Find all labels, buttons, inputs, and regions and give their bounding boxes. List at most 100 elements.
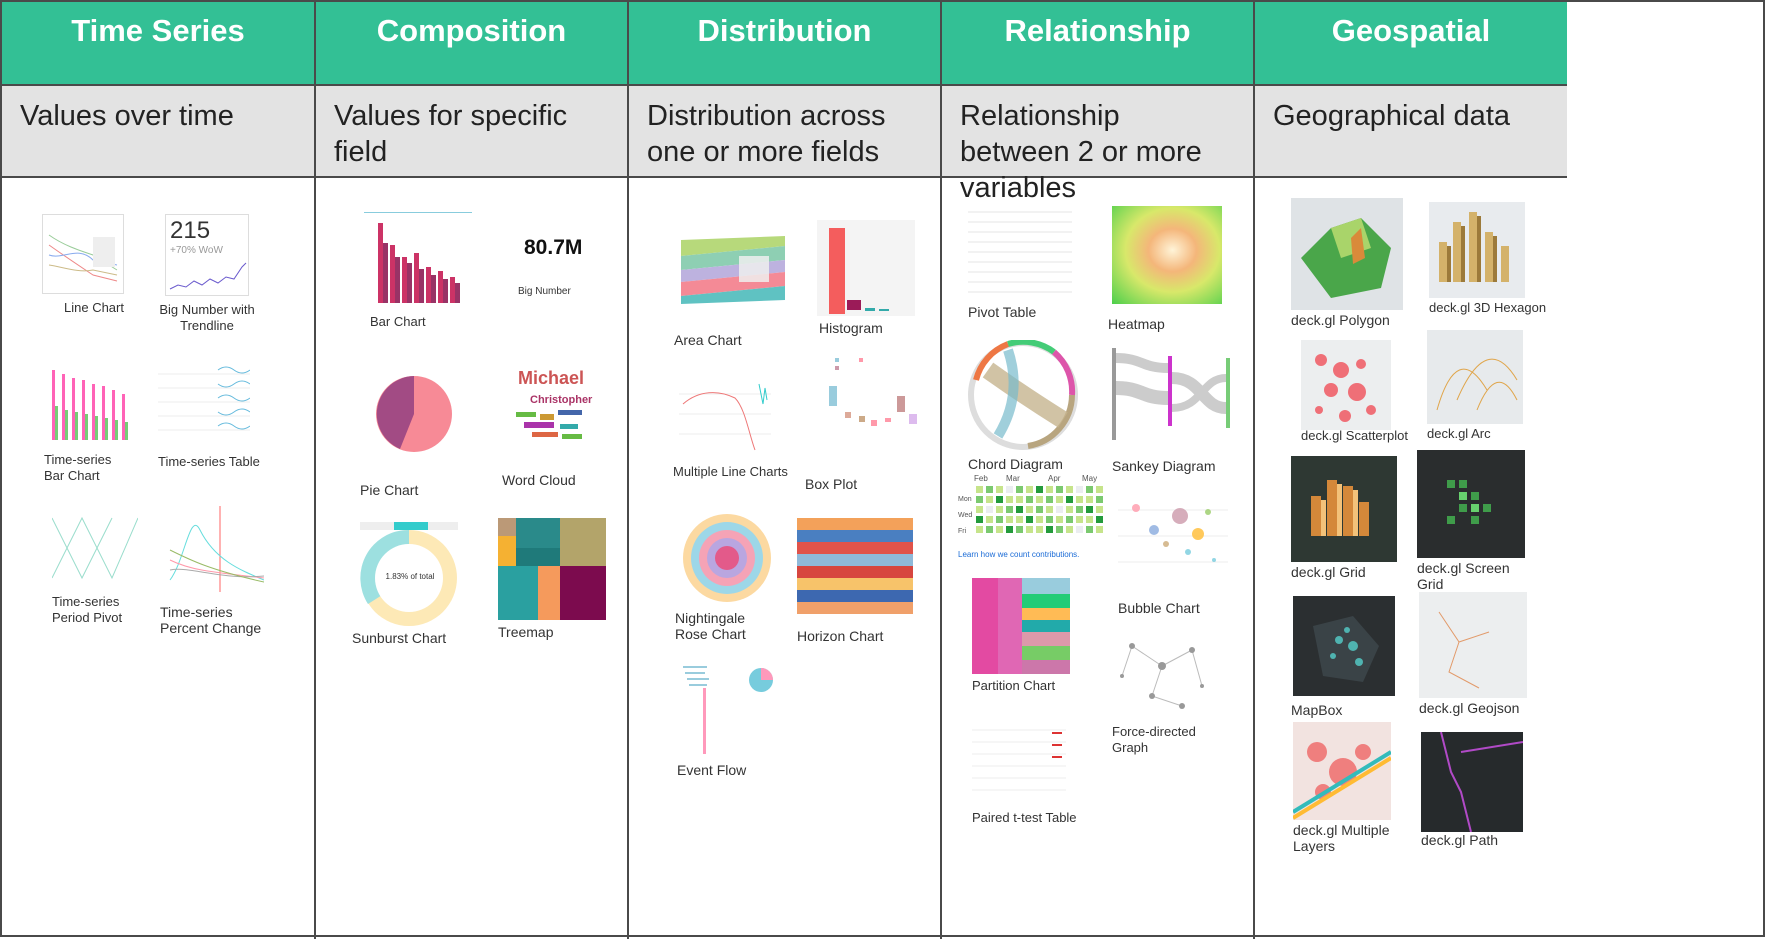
day-label: Mon bbox=[958, 496, 972, 503]
chart-label: Horizon Chart bbox=[797, 628, 884, 644]
column-subtitle: Geographical data bbox=[1255, 86, 1567, 178]
chart-label: Heatmap bbox=[1108, 316, 1165, 332]
chart-label: deck.gl Geojson bbox=[1419, 700, 1520, 716]
mapbox-thumbnail bbox=[1293, 596, 1395, 696]
chart-label: deck.gl Screen Grid bbox=[1417, 560, 1510, 592]
pivot-table-thumbnail bbox=[968, 202, 1072, 302]
chart-label: deck.gl Scatterplot bbox=[1301, 428, 1408, 443]
percent-change-thumbnail bbox=[160, 500, 265, 592]
column-body: Bar Chart 80.7M Big Number Pie Chart bbox=[316, 178, 627, 937]
big-number-plain-value: 80.7M bbox=[524, 236, 583, 259]
chart-label: Treemap bbox=[498, 624, 554, 640]
area-chart-thumbnail bbox=[681, 226, 785, 314]
chart-label: Event Flow bbox=[677, 762, 747, 778]
column-time-series: Time Series Values over time Line Chart bbox=[2, 2, 316, 939]
treemap-thumbnail bbox=[498, 518, 606, 620]
chart-label: deck.gl Multiple Layers bbox=[1293, 822, 1390, 854]
big-number-value: 215 bbox=[170, 217, 211, 244]
chord-diagram-thumbnail bbox=[968, 338, 1078, 450]
column-subtitle: Relationship between 2 or more variables bbox=[942, 86, 1253, 204]
deckgl-scatterplot-thumbnail bbox=[1301, 340, 1391, 430]
chart-label: Chord Diagram bbox=[968, 456, 1063, 472]
force-directed-thumbnail bbox=[1112, 626, 1212, 716]
chart-label: Time-series Table bbox=[158, 454, 260, 469]
column-header: Composition bbox=[316, 2, 627, 86]
word-cloud-word: Christopher bbox=[530, 394, 593, 406]
month-label: Mar bbox=[1006, 474, 1020, 483]
chart-label: Multiple Line Charts bbox=[673, 464, 788, 479]
column-header: Time Series bbox=[2, 2, 314, 86]
day-label: Fri bbox=[958, 528, 967, 535]
chart-label: Bar Chart bbox=[370, 314, 426, 329]
column-subtitle: Values for specific field bbox=[316, 86, 627, 178]
word-cloud-thumbnail: Michael Christopher bbox=[502, 364, 612, 460]
chart-label: Big Number bbox=[518, 286, 571, 297]
deckgl-multiple-layers-thumbnail bbox=[1291, 722, 1393, 820]
line-chart-thumbnail bbox=[42, 214, 124, 294]
histogram-thumbnail bbox=[817, 220, 915, 316]
deckgl-screen-grid-thumbnail bbox=[1417, 450, 1525, 558]
chart-label: MapBox bbox=[1291, 702, 1343, 718]
column-body: deck.gl Polygon deck.gl 3D Hexagon deck.… bbox=[1255, 178, 1567, 937]
column-header: Geospatial bbox=[1255, 2, 1567, 86]
deckgl-polygon-thumbnail bbox=[1291, 198, 1403, 310]
big-number-change: +70% WoW bbox=[170, 245, 223, 256]
big-number-thumbnail: 215 +70% WoW bbox=[165, 214, 249, 296]
sunburst-center-text: 1.83% of total bbox=[385, 572, 435, 581]
chart-label: Line Chart bbox=[64, 300, 124, 315]
chart-label: Box Plot bbox=[805, 476, 858, 492]
word-cloud-word: Michael bbox=[518, 368, 585, 388]
chart-label: deck.gl Arc bbox=[1427, 426, 1491, 441]
day-label: Wed bbox=[958, 512, 973, 519]
time-series-table-thumbnail bbox=[158, 360, 251, 440]
heatmap-learn-link[interactable]: Learn how we count contributions. bbox=[958, 550, 1080, 559]
event-flow-thumbnail bbox=[679, 658, 775, 758]
bar-chart-thumbnail bbox=[364, 212, 472, 304]
column-geospatial: Geospatial Geographical data deck.gl Pol… bbox=[1255, 2, 1765, 939]
chart-label: Sankey Diagram bbox=[1112, 458, 1216, 474]
month-label: Feb bbox=[974, 474, 988, 483]
month-label: Apr bbox=[1048, 474, 1061, 483]
heatmap-thumbnail bbox=[1112, 206, 1222, 304]
chart-label: Pivot Table bbox=[968, 304, 1037, 320]
column-body: Line Chart 215 +70% WoW Big Number with … bbox=[2, 178, 314, 937]
column-body: Area Chart Histogram bbox=[629, 178, 940, 937]
deckgl-path-thumbnail bbox=[1421, 731, 1524, 833]
column-distribution: Distribution Distribution across one or … bbox=[629, 2, 942, 939]
chart-label: Paired t-test Table bbox=[972, 810, 1077, 825]
column-header: Distribution bbox=[629, 2, 940, 86]
chart-label: Force-directed Graph bbox=[1112, 724, 1196, 755]
chart-label: Word Cloud bbox=[502, 472, 576, 488]
horizon-chart-thumbnail bbox=[797, 518, 913, 618]
chart-label: Histogram bbox=[819, 320, 883, 336]
pie-chart-thumbnail bbox=[360, 364, 470, 464]
time-series-bar-thumbnail bbox=[46, 360, 134, 442]
nightingale-rose-thumbnail bbox=[681, 512, 773, 604]
deckgl-arc-thumbnail bbox=[1427, 330, 1523, 424]
chart-label: Pie Chart bbox=[360, 482, 419, 498]
chart-label: Partition Chart bbox=[972, 678, 1056, 693]
multiple-line-thumbnail bbox=[679, 374, 771, 456]
column-header: Relationship bbox=[942, 2, 1253, 86]
chart-label: Nightingale Rose Chart bbox=[675, 610, 746, 642]
sunburst-thumbnail: 1.83% of total bbox=[354, 520, 464, 628]
column-body: Pivot Table Heatmap bbox=[942, 178, 1253, 937]
partition-chart-thumbnail bbox=[972, 578, 1070, 674]
chart-label: Big Number with Trendline bbox=[159, 302, 255, 333]
deckgl-hexagon-thumbnail bbox=[1429, 202, 1525, 298]
calendar-heatmap-thumbnail: Feb Mar Apr May Mon Wed Fri bbox=[958, 474, 1108, 558]
deckgl-grid-thumbnail bbox=[1291, 456, 1397, 562]
chart-label: deck.gl Path bbox=[1421, 832, 1499, 848]
box-plot-thumbnail bbox=[805, 356, 923, 466]
big-number-plain-thumbnail: 80.7M bbox=[516, 234, 596, 264]
column-subtitle: Distribution across one or more fields bbox=[629, 86, 940, 178]
chart-label: deck.gl 3D Hexagon bbox=[1429, 300, 1547, 315]
chart-label: Sunburst Chart bbox=[352, 630, 447, 646]
chart-label: Time-series Percent Change bbox=[160, 604, 262, 636]
chart-label: Time-series Bar Chart bbox=[44, 452, 112, 483]
chart-label: Bubble Chart bbox=[1118, 600, 1200, 616]
chart-label: deck.gl Polygon bbox=[1291, 312, 1390, 328]
chart-label: Area Chart bbox=[674, 332, 742, 348]
paired-t-test-thumbnail bbox=[972, 718, 1066, 806]
